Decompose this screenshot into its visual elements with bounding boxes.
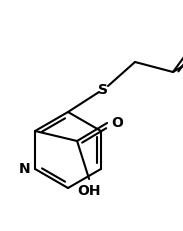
Text: N: N bbox=[18, 162, 30, 176]
Text: O: O bbox=[111, 116, 123, 130]
Text: OH: OH bbox=[77, 184, 101, 198]
Text: S: S bbox=[98, 83, 108, 97]
